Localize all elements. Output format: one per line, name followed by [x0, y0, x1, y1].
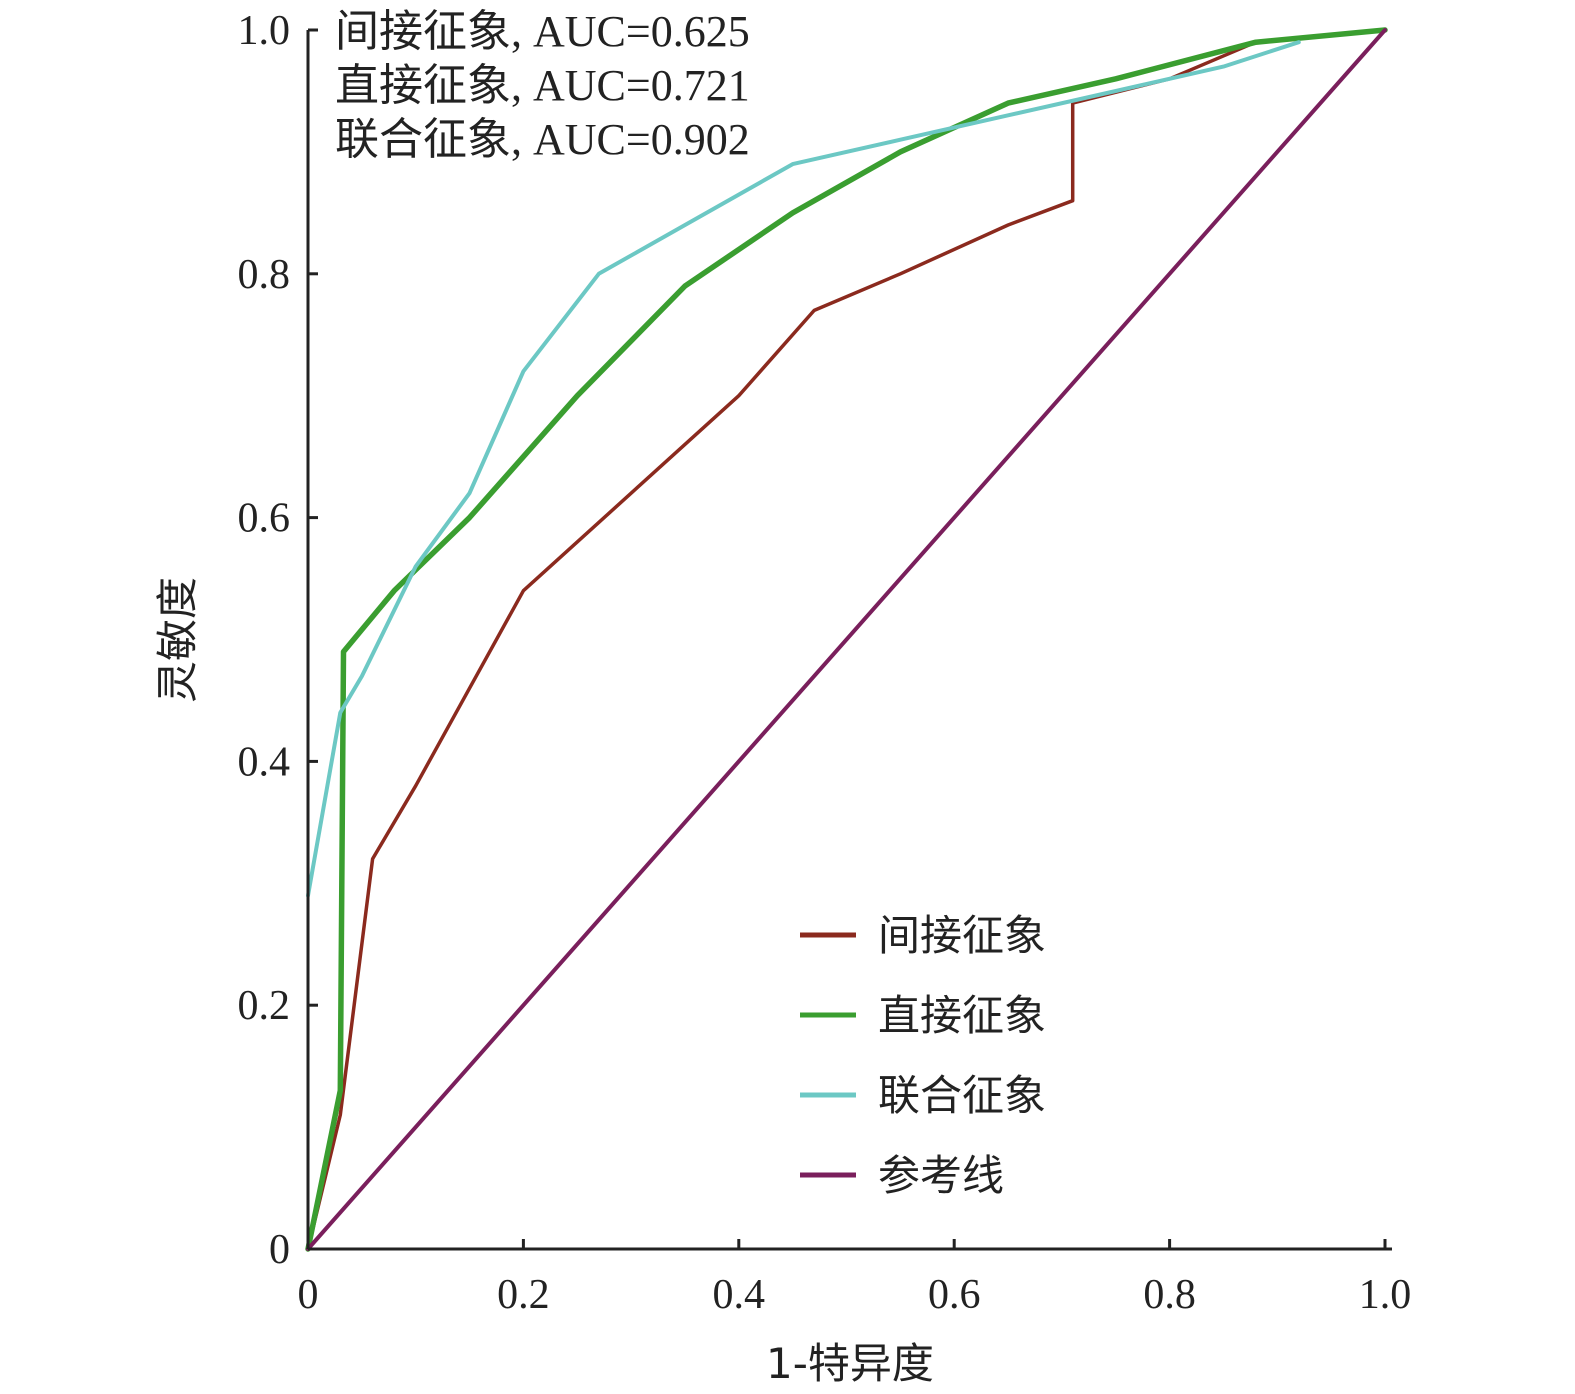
x-tick-label: 1.0 — [1359, 1272, 1412, 1318]
y-tick-label: 0.2 — [238, 983, 291, 1029]
auc-annotation-combined: 联合征象, AUC=0.902 — [335, 115, 750, 164]
y-tick-label: 0.4 — [238, 739, 291, 785]
y-tick-label: 0.6 — [238, 496, 291, 542]
auc-annotations: 间接征象, AUC=0.625 直接征象, AUC=0.721 联合征象, AU… — [335, 7, 750, 164]
legend-label-combined: 联合征象 — [878, 1071, 1046, 1120]
y-tick-label: 1.0 — [238, 8, 291, 54]
x-tick-label: 0.2 — [497, 1272, 550, 1318]
series-line-combined — [306, 40, 1301, 898]
y-tick-label: 0.8 — [238, 252, 291, 298]
legend-label-reference: 参考线 — [878, 1151, 1004, 1200]
legend-label-direct: 直接征象 — [878, 991, 1046, 1040]
series-line-direct — [305, 27, 1388, 1252]
x-tick-label: 0.6 — [928, 1272, 981, 1318]
series-layer — [305, 27, 1388, 1252]
x-axis-label: 1-特异度 — [766, 1339, 934, 1388]
x-tick-label: 0.4 — [713, 1272, 766, 1318]
auc-annotation-indirect: 间接征象, AUC=0.625 — [335, 7, 750, 56]
x-tick-label: 0 — [298, 1272, 319, 1318]
axes-layer — [306, 30, 1392, 1251]
x-tick-label: 0.8 — [1143, 1272, 1196, 1318]
legend-label-indirect: 间接征象 — [878, 911, 1046, 960]
series-line-reference — [306, 28, 1387, 1251]
y-tick-label: 0 — [269, 1227, 290, 1273]
ticks-layer: 00 0.2 0.2 0.4 0.4 0.6 0.6 0.8 0.8 1.0 1.0 — [238, 8, 1412, 1318]
auc-annotation-direct: 直接征象, AUC=0.721 — [335, 61, 750, 110]
y-axis-label: 灵敏度 — [153, 577, 202, 703]
